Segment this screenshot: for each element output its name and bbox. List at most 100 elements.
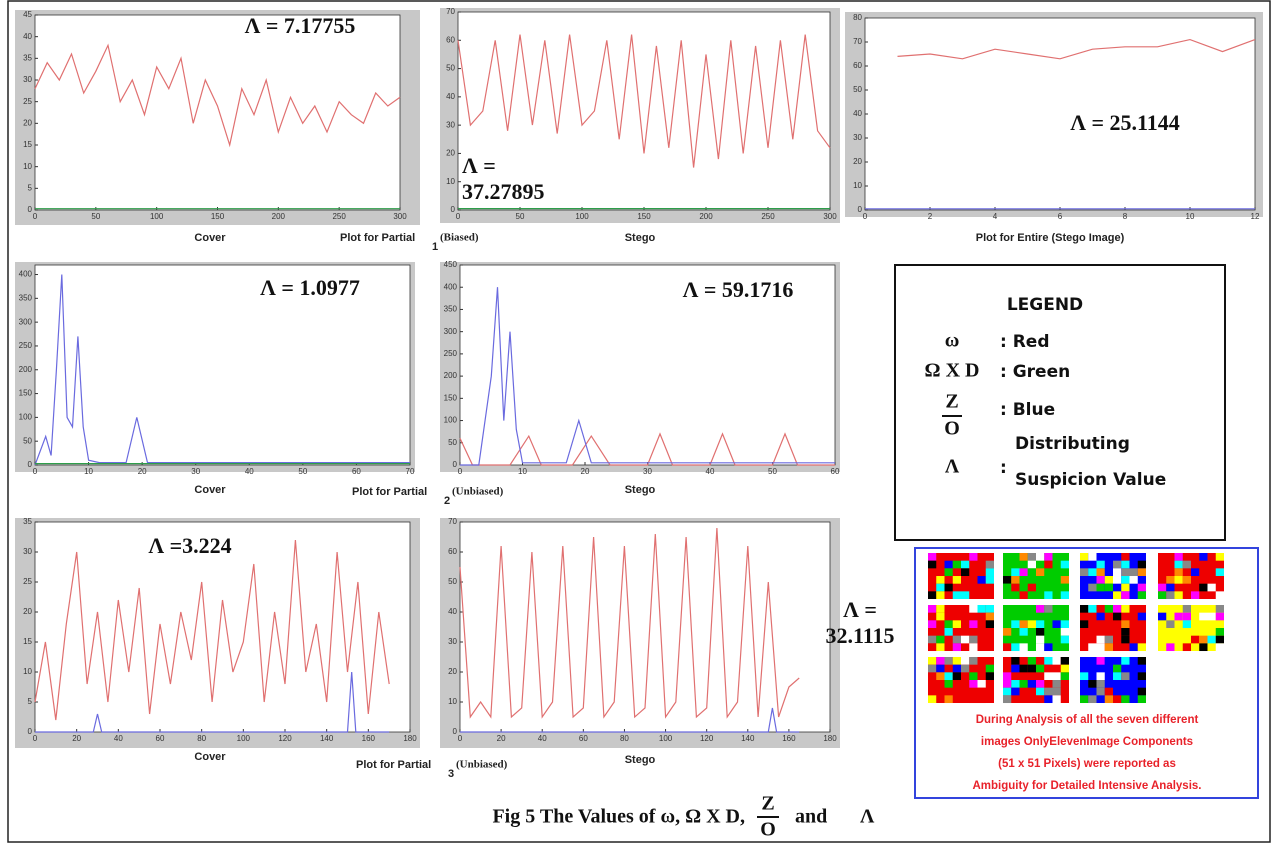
tile-cell [969,680,978,688]
caption: Fig 5 The Values of ω, Ω X D, [492,806,745,828]
tile-cell [1104,657,1113,665]
x-tick-label: 0 [456,212,461,221]
tile-cell [1036,687,1045,696]
tile-cell [928,560,937,569]
x-tick-label: 50 [298,467,307,476]
tile-cell [1036,620,1045,629]
tile-cell [1191,635,1200,644]
y-tick-label: 35 [23,517,32,526]
tile-cell [1182,612,1191,621]
tile-cell [1003,576,1012,584]
y-tick-label: 10 [23,667,32,676]
tile-cell [1011,687,1020,696]
x-tick-label: 0 [458,467,463,476]
tile-cell [977,680,986,688]
y-tick-label: 10 [446,177,455,186]
tile-cell [1096,583,1105,592]
tile-cell [936,635,945,644]
tile-cell [1011,576,1020,584]
tile-cell [1137,643,1146,652]
tile-cell [985,612,994,621]
tile-cell [1166,643,1175,652]
tile-cell [1060,583,1069,592]
tile-cell [928,695,937,704]
tile-cell [944,568,953,577]
tile-cell [1019,568,1028,577]
x-tick-label: 60 [831,467,840,476]
y-tick-label: 20 [23,118,32,127]
tile-cell [1121,560,1130,569]
legend-text: Suspicion Value [1015,470,1166,490]
y-tick-label: 50 [853,85,862,94]
tile-cell [1104,687,1113,696]
tile-cell [936,576,945,584]
y-tick-label: 10 [853,181,862,190]
tile-cell [944,672,953,681]
y-tick-label: 35 [23,53,32,62]
y-tick-label: 5 [28,183,33,192]
tile-cell [1137,687,1146,696]
legend-text: Distributing [1015,434,1130,454]
tile-cell [952,672,961,681]
y-tick-label: 30 [446,120,455,129]
tile-cell [1129,576,1138,584]
image-tile [1080,657,1146,704]
partial-caption: Plot for Partial [356,759,431,771]
tile-cell [1166,591,1175,600]
x-tick-label: 180 [823,734,837,743]
lambda-annotation: Λ = [462,153,496,178]
caption-symbol: Λ [860,806,875,828]
tile-cell [1044,553,1053,561]
tile-cell [1215,605,1224,613]
tile-cell [1088,568,1097,577]
panel-note: (51 x 51 Pixels) were reported as [998,758,1176,770]
y-tick-label: 30 [448,637,457,646]
tile-cell [1137,560,1146,569]
tile-cell [1003,628,1012,636]
tile-cell [1158,612,1167,621]
tile-cell [944,560,953,569]
y-tick-label: 200 [444,371,458,380]
tile-cell [1036,643,1045,652]
y-tick-label: 0 [451,205,456,214]
partial-caption: Plot for Partial [352,486,427,498]
tile-cell [1174,568,1183,577]
legend-symbol-den: O [944,418,960,440]
tile-cell [1060,628,1069,636]
tile-cell [944,695,953,704]
y-tick-label: 300 [19,317,33,326]
tile-cell [1121,591,1130,600]
tile-cell [1019,620,1028,629]
tile-cell [1104,605,1113,613]
y-tick-label: 50 [448,438,457,447]
tile-cell [1137,612,1146,621]
tile-cell [969,620,978,629]
tile-cell [969,583,978,592]
y-tick-label: 250 [19,341,33,350]
axes [34,264,411,466]
axes [864,17,1256,211]
tile-cell [1044,605,1053,613]
tile-cell [952,635,961,644]
x-tick-label: 30 [191,467,200,476]
tile-cell [1080,664,1089,673]
y-tick-label: 15 [23,637,32,646]
tile-cell [1113,591,1122,600]
y-tick-label: 0 [858,205,863,214]
tile-cell [1052,680,1061,688]
x-axis-label: Stego [625,754,656,766]
tile-cell [1019,643,1028,652]
tile-cell [952,591,961,600]
tile-cell [969,605,978,613]
data-line [35,671,390,733]
x-tick-label: 0 [458,734,463,743]
tile-cell [1096,635,1105,644]
y-tick-label: 0 [28,205,33,214]
tile-cell [1036,635,1045,644]
x-tick-label: 12 [1251,212,1260,221]
x-axis-label: Cover [194,484,226,496]
partial-caption-tail: (Unbiased) [456,759,508,771]
tile-cell [1096,672,1105,681]
x-tick-label: 160 [362,734,376,743]
tile-cell [985,568,994,577]
